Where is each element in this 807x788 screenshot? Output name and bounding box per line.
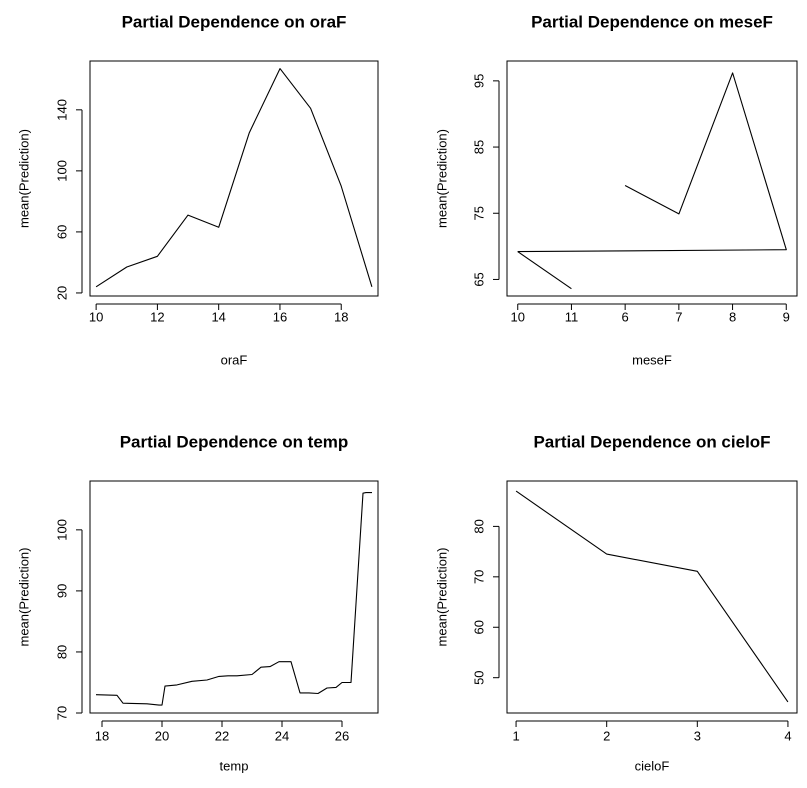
series-line bbox=[95, 492, 372, 706]
x-tick-label: 7 bbox=[675, 309, 682, 324]
chart-panel-3: Partial Dependence on temp 18 20 22 24 26 70 80… bbox=[16, 432, 379, 773]
x-tick-label: 14 bbox=[211, 309, 225, 324]
y-tick-label: 90 bbox=[54, 584, 69, 598]
series-line bbox=[95, 68, 373, 288]
x-tick-label: 3 bbox=[694, 728, 701, 743]
chart-title: Partial Dependence on cieloF bbox=[533, 432, 770, 451]
x-tick-label: 10 bbox=[89, 309, 103, 324]
y-tick-label: 70 bbox=[471, 570, 486, 584]
x-tick-label: 10 bbox=[511, 309, 525, 324]
y-tick-label: 85 bbox=[471, 140, 486, 154]
plot-frame bbox=[89, 480, 379, 714]
x-axis-label: oraF bbox=[221, 352, 248, 367]
chart-panel-2: Partial Dependence on meseF 10 11 6 7 8 9 65 75 8… bbox=[434, 12, 798, 367]
y-tick-label: 50 bbox=[471, 670, 486, 684]
y-axis-label: mean(Prediction) bbox=[434, 548, 449, 647]
x-axis-label: cieloF bbox=[635, 758, 670, 773]
y-axis-label: mean(Prediction) bbox=[16, 548, 31, 647]
x-tick-label: 11 bbox=[565, 309, 579, 324]
x-tick-label: 24 bbox=[275, 728, 289, 743]
x-tick-label: 26 bbox=[335, 728, 349, 743]
y-tick-label: 75 bbox=[471, 206, 486, 220]
y-tick-label: 60 bbox=[471, 620, 486, 634]
chart-title: Partial Dependence on oraF bbox=[122, 12, 347, 31]
x-tick-label: 8 bbox=[729, 309, 736, 324]
chart-panel-1: Partial Dependence on oraF 10 12 14 16 18 20 60… bbox=[16, 12, 379, 367]
x-tick-label: 20 bbox=[155, 728, 169, 743]
series-line bbox=[515, 490, 789, 703]
x-tick-label: 12 bbox=[150, 309, 164, 324]
x-tick-label: 9 bbox=[783, 309, 790, 324]
chart-title: Partial Dependence on temp bbox=[120, 432, 349, 451]
y-tick-label: 70 bbox=[54, 706, 69, 720]
y-tick-label: 80 bbox=[471, 519, 486, 533]
y-axis-label: mean(Prediction) bbox=[434, 129, 449, 228]
y-tick-label: 140 bbox=[54, 99, 69, 121]
x-tick-label: 1 bbox=[512, 728, 519, 743]
y-tick-label: 20 bbox=[54, 286, 69, 300]
x-axis-label: temp bbox=[220, 758, 249, 773]
y-tick-label: 100 bbox=[54, 519, 69, 541]
x-tick-label: 6 bbox=[622, 309, 629, 324]
x-tick-label: 16 bbox=[273, 309, 287, 324]
series-line bbox=[517, 251, 572, 290]
plot-frame bbox=[506, 60, 798, 297]
x-tick-label: 4 bbox=[784, 728, 791, 743]
chart-title: Partial Dependence on meseF bbox=[531, 12, 773, 31]
y-tick-label: 80 bbox=[54, 645, 69, 659]
plot-frame bbox=[89, 60, 379, 297]
x-tick-label: 22 bbox=[215, 728, 229, 743]
plot-frame bbox=[506, 480, 798, 714]
chart-panel-4: Partial Dependence on cieloF 1 2 3 4 50 60 70 80… bbox=[434, 432, 798, 773]
y-tick-label: 60 bbox=[54, 225, 69, 239]
y-axis-label: mean(Prediction) bbox=[16, 129, 31, 228]
y-tick-label: 95 bbox=[471, 74, 486, 88]
series-line bbox=[517, 72, 787, 253]
x-tick-label: 18 bbox=[334, 309, 348, 324]
y-tick-label: 65 bbox=[471, 272, 486, 286]
x-tick-label: 2 bbox=[603, 728, 610, 743]
y-tick-label: 100 bbox=[54, 160, 69, 182]
x-axis-label: meseF bbox=[632, 352, 672, 367]
x-tick-label: 18 bbox=[95, 728, 109, 743]
